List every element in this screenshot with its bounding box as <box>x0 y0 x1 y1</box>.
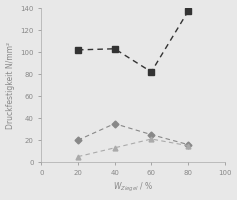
Y-axis label: Druckfestigkeit N/mm²: Druckfestigkeit N/mm² <box>5 42 14 129</box>
X-axis label: $W_{Ziegel}$ / %: $W_{Ziegel}$ / % <box>113 181 153 194</box>
